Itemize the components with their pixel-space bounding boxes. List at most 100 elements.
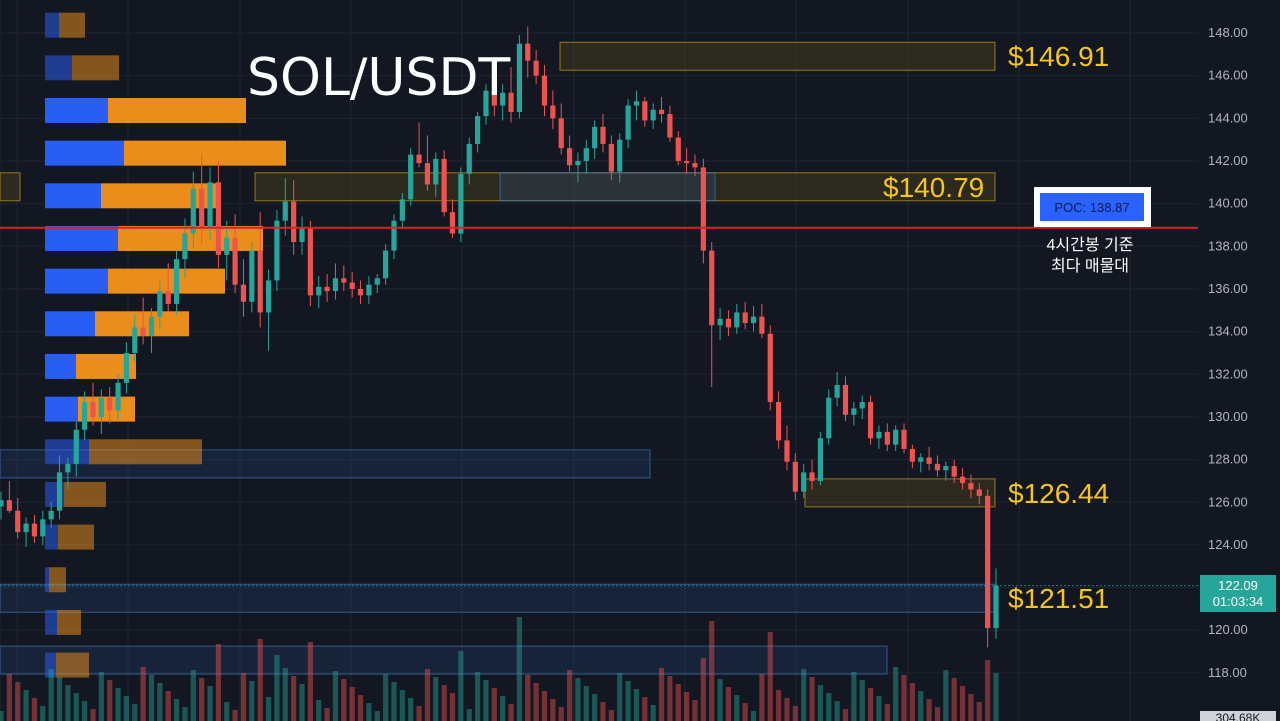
volume-bar	[341, 679, 347, 721]
volume-bar	[700, 658, 706, 721]
candle-body	[341, 278, 347, 283]
profile-buy-bar	[45, 268, 108, 294]
volume-bar	[867, 688, 874, 721]
volume-bar	[533, 683, 539, 721]
candle-body	[324, 286, 330, 292]
candle-body	[458, 173, 464, 234]
candle-body	[867, 402, 874, 439]
volume-bar	[876, 696, 882, 721]
candle-body	[157, 291, 163, 317]
candle-body	[491, 90, 497, 106]
volume-bar	[725, 687, 732, 721]
volume-bar	[458, 651, 464, 721]
volume-bar	[658, 668, 665, 721]
profile-buy-bar	[45, 353, 76, 379]
volume-bar	[383, 674, 389, 721]
volume-bar	[282, 668, 288, 721]
price-zones	[0, 41, 996, 675]
candle-body	[642, 101, 648, 121]
candle-body	[140, 327, 146, 336]
last-price: 122.09	[1218, 578, 1258, 593]
candle-body	[483, 90, 489, 117]
volume-bar	[566, 670, 573, 721]
volume-bar	[190, 670, 196, 721]
candle-body	[475, 116, 481, 144]
poc-box	[1040, 193, 1144, 221]
volume-bar	[98, 672, 104, 721]
volume-bar	[750, 711, 757, 721]
candle-body	[650, 109, 656, 121]
volume-bar	[0, 711, 4, 721]
profile-buy-bar	[45, 55, 72, 81]
candle-body	[516, 43, 522, 112]
level-zone	[559, 41, 996, 71]
price-tick-label: 130.00	[1208, 409, 1248, 424]
candle-body	[959, 476, 966, 484]
profile-sell-bar	[64, 481, 106, 507]
volume-bar	[650, 705, 656, 721]
volume-bar	[951, 678, 957, 721]
price-tick-label: 132.00	[1208, 366, 1248, 381]
profile-buy-bar	[45, 97, 108, 123]
candle-body	[257, 250, 263, 313]
volume-bar	[23, 690, 29, 721]
volume-bar	[73, 693, 79, 721]
volume-bar	[809, 677, 815, 721]
volume-bar	[40, 706, 46, 721]
volume-profile	[45, 12, 286, 678]
profile-buy-bar	[45, 524, 58, 550]
level-label: $126.44	[1008, 478, 1109, 509]
volume-bar	[316, 700, 322, 721]
level-zone	[804, 478, 996, 508]
candle-body	[215, 182, 221, 255]
candle-body	[232, 237, 238, 285]
profile-sell-bar	[124, 140, 286, 166]
candle-timer: 01:03:34	[1213, 594, 1264, 609]
volume-bar	[466, 709, 472, 721]
candle-body	[132, 327, 138, 353]
candle-body	[508, 92, 514, 112]
level-label: $140.79	[883, 172, 984, 203]
candle-body	[383, 250, 389, 279]
last-price-tag: 122.09 01:03:34	[1200, 575, 1276, 612]
volume-bar	[692, 700, 698, 721]
volume-bar	[399, 690, 405, 721]
volume-bar	[717, 679, 723, 721]
profile-sell-bar	[108, 268, 225, 294]
price-tick-label: 118.00	[1208, 665, 1247, 680]
poc-note-line2: 최다 매물대	[1051, 257, 1129, 275]
candle-body	[926, 457, 932, 464]
profile-buy-bar	[45, 396, 78, 422]
volume-bar	[684, 692, 690, 721]
volume-bar	[6, 674, 12, 721]
price-tick-label: 144.00	[1208, 110, 1248, 125]
volume-bar	[600, 702, 606, 721]
candle-body	[592, 126, 598, 149]
candle-body	[750, 316, 757, 324]
volume-bar	[968, 694, 974, 721]
price-tick-label: 134.00	[1208, 324, 1248, 339]
candle-body	[918, 457, 924, 462]
volume-bar	[433, 677, 439, 721]
price-tick-label: 126.00	[1208, 494, 1248, 509]
profile-sell-bar	[78, 396, 135, 422]
volume-bar	[893, 667, 899, 721]
profile-sell-bar	[118, 225, 263, 251]
candle-body	[842, 384, 849, 415]
volume-bar	[851, 672, 857, 721]
candle-body	[107, 397, 113, 411]
volume-bar	[416, 706, 422, 721]
candle-body	[575, 160, 581, 166]
volume-zone	[0, 645, 888, 675]
price-tick-label: 128.00	[1208, 452, 1248, 467]
volume-bar	[918, 691, 924, 721]
volume-bar	[132, 704, 138, 721]
volume-bar	[558, 707, 564, 721]
candle-body	[993, 585, 999, 629]
volume-bar	[959, 686, 966, 721]
volume-bar	[516, 617, 522, 721]
profile-sell-bar	[72, 55, 119, 81]
volume-bar	[65, 685, 71, 721]
volume-bar	[608, 710, 614, 721]
volume-bar	[583, 686, 589, 721]
